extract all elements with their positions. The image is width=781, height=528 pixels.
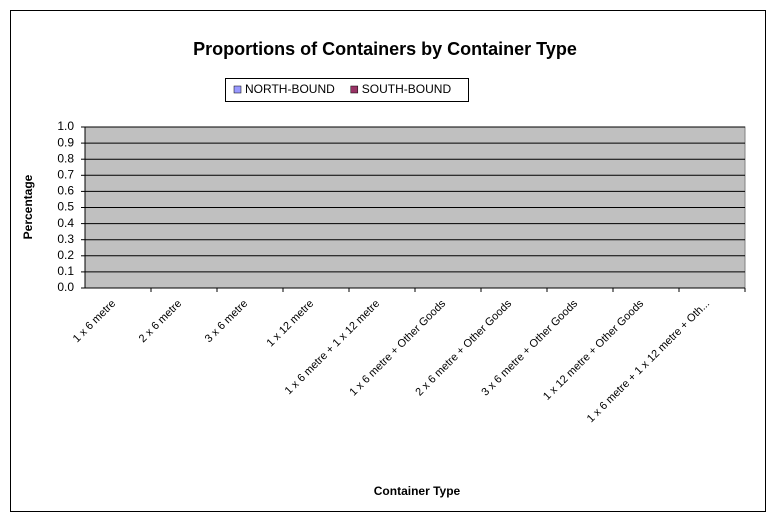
y-tick-label: 1.0 [57, 119, 74, 133]
y-tick-label: 0.2 [57, 248, 74, 262]
y-tick-label: 0.6 [57, 184, 74, 198]
y-tick-label: 0.1 [57, 264, 74, 278]
y-tick-label: 0.9 [57, 135, 74, 149]
legend-label: SOUTH-BOUND [362, 82, 452, 96]
legend-label: NORTH-BOUND [245, 82, 335, 96]
legend-swatch [350, 85, 359, 94]
y-tick-label: 0.4 [57, 216, 74, 230]
y-tick-label: 0.8 [57, 151, 74, 165]
legend-swatch [233, 85, 242, 94]
y-tick-label: 0.7 [57, 167, 74, 181]
y-tick-label: 0.0 [57, 280, 74, 294]
y-axis-label: Percentage [21, 174, 35, 239]
legend-box [225, 78, 469, 102]
y-tick-label: 0.3 [57, 232, 74, 246]
y-tick-label: 0.5 [57, 200, 74, 214]
chart-title: Proportions of Containers by Container T… [193, 39, 577, 59]
x-axis-label: Container Type [374, 484, 461, 498]
